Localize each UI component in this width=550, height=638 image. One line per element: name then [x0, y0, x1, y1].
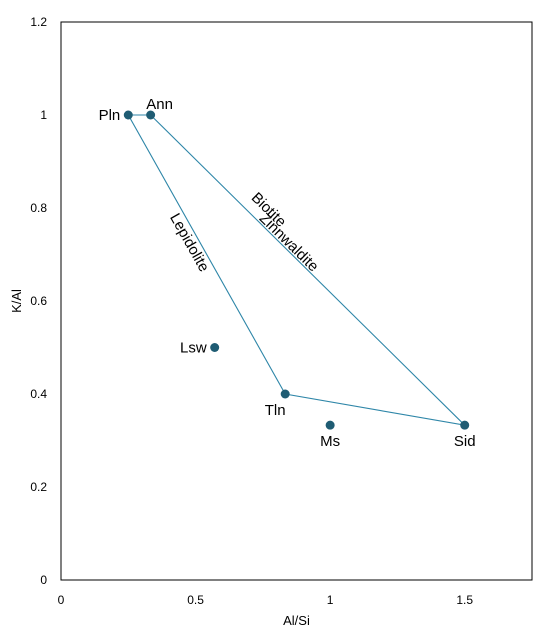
data-point-lsw [210, 343, 220, 352]
y-tick-label: 0 [40, 573, 47, 587]
y-tick-label: 0.6 [30, 294, 47, 308]
x-axis-ticks: 0 0.5 1 1.5 [58, 593, 474, 607]
point-label-pln: Pln [99, 107, 121, 124]
y-tick-label: 1.2 [30, 15, 47, 29]
data-point-tln [280, 389, 290, 399]
point-label-lsw: Lsw [180, 340, 207, 357]
x-axis-label: Al/Si [283, 613, 310, 628]
x-tick-label: 0 [58, 593, 65, 607]
point-label-ms: Ms [320, 433, 340, 450]
point-label-sid: Sid [454, 433, 476, 450]
point-label-ann: Ann [146, 96, 173, 113]
x-tick-label: 0.5 [187, 593, 204, 607]
point-label-tln: Tln [265, 402, 286, 419]
x-tick-label: 1 [327, 593, 334, 607]
data-point-ann [146, 110, 156, 120]
y-tick-label: 0.8 [30, 201, 47, 215]
y-tick-label: 1 [40, 108, 47, 122]
y-tick-label: 0.4 [30, 387, 47, 401]
y-axis-ticks: 0 0.2 0.4 0.6 0.8 1 1.2 [30, 15, 47, 587]
plot-area-frame [60, 21, 533, 581]
x-tick-label: 1.5 [456, 593, 473, 607]
y-tick-label: 0.2 [30, 480, 47, 494]
data-points: Pln Ann Lsw Tln Ms Sid [99, 96, 476, 450]
data-point-pln [123, 110, 133, 120]
data-point-sid [460, 420, 470, 430]
y-axis-label: K/Al [9, 289, 24, 313]
data-point-ms [325, 420, 335, 430]
